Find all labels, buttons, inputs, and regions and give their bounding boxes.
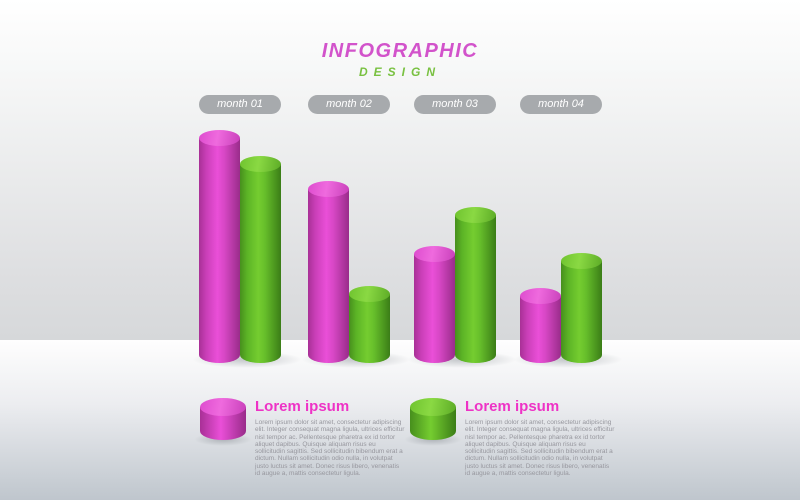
month-label-4: month 04 — [520, 95, 602, 114]
legend-item-pink: Lorem ipsum Lorem ipsum dolor sit amet, … — [194, 392, 405, 482]
cylinder-body — [520, 296, 561, 363]
green-cylinder-icon — [410, 398, 456, 440]
bar-month01-green — [240, 156, 281, 363]
title-block: INFOGRAPHIC DESIGN — [0, 40, 800, 79]
background-floor — [0, 340, 800, 500]
cylinder-top-ellipse — [349, 286, 390, 302]
cylinder-body — [455, 215, 496, 363]
cylinder-body — [240, 164, 281, 363]
cylinder-body — [199, 138, 240, 363]
legend-heading: Lorem ipsum — [255, 398, 350, 415]
cylinder-top-ellipse — [410, 398, 456, 416]
month-label-2: month 02 — [308, 95, 390, 114]
bar-month04-green — [561, 253, 602, 363]
background-wall — [0, 0, 800, 340]
cylinder-top-ellipse — [520, 288, 561, 304]
cylinder-top-ellipse — [200, 398, 246, 416]
legend-description: Lorem ipsum dolor sit amet, consectetur … — [255, 419, 405, 478]
month-label-3: month 03 — [414, 95, 496, 114]
bar-month04-pink — [520, 288, 561, 363]
cylinder-top-ellipse — [455, 207, 496, 223]
cylinder-top-ellipse — [308, 181, 349, 197]
month-label-1: month 01 — [199, 95, 281, 114]
cylinder-top-ellipse — [414, 246, 455, 262]
pink-cylinder-icon — [200, 398, 246, 440]
legend-description: Lorem ipsum dolor sit amet, consectetur … — [465, 419, 615, 478]
cylinder-body — [349, 294, 390, 363]
bar-month03-pink — [414, 246, 455, 363]
bar-month02-green — [349, 286, 390, 363]
legend-heading: Lorem ipsum — [465, 398, 560, 415]
cylinder-body — [414, 254, 455, 363]
cylinder-body — [561, 261, 602, 363]
page-subtitle: DESIGN — [358, 65, 441, 79]
cylinder-body — [308, 189, 349, 363]
legend-item-green: Lorem ipsum Lorem ipsum dolor sit amet, … — [404, 392, 615, 482]
cylinder-top-ellipse — [561, 253, 602, 269]
cylinder-top-ellipse — [199, 130, 240, 146]
cylinder-top-ellipse — [240, 156, 281, 172]
bar-month03-green — [455, 207, 496, 363]
bar-month01-pink — [199, 130, 240, 363]
bar-month02-pink — [308, 181, 349, 363]
page-title: INFOGRAPHIC — [321, 40, 479, 62]
